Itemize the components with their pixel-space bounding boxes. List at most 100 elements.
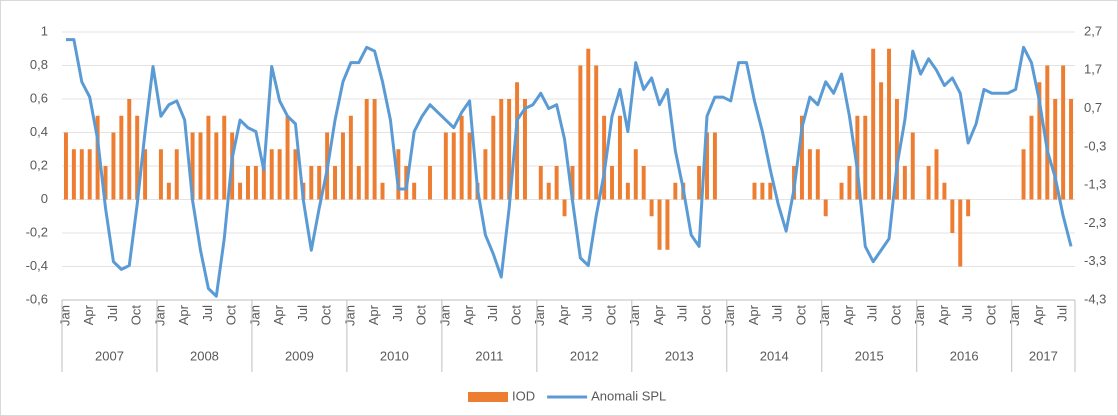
x-tick-label: Oct <box>793 305 808 326</box>
bar <box>71 149 76 200</box>
y2-tick-label: 1,7 <box>1084 62 1102 77</box>
y-tick-label: -0,2 <box>26 224 48 239</box>
bar <box>222 115 227 200</box>
y-tick-label: -0,4 <box>26 258 48 273</box>
bar <box>396 149 401 200</box>
bar <box>594 65 599 200</box>
bar <box>1061 65 1066 200</box>
bar <box>760 182 765 200</box>
y-tick-label: 0 <box>41 191 48 206</box>
bar <box>522 99 527 200</box>
x-tick-label: Oct <box>319 305 334 326</box>
bar <box>214 132 219 200</box>
line <box>65 38 1073 298</box>
x-tick-label: Apr <box>936 304 951 325</box>
y2-tick-label: 0,7 <box>1084 100 1102 115</box>
bar <box>451 132 456 200</box>
bar <box>261 166 266 200</box>
y-tick-label: 0,4 <box>30 124 48 139</box>
bar <box>673 182 678 200</box>
bar <box>166 182 171 200</box>
bar <box>364 99 369 200</box>
x-tick-label: Jan <box>817 305 832 326</box>
bar <box>926 166 931 200</box>
bar <box>198 132 203 200</box>
bar <box>847 166 852 200</box>
bar <box>174 149 179 200</box>
legend-label: Anomali SPL <box>591 388 666 403</box>
bar <box>546 182 551 200</box>
bar <box>768 182 773 200</box>
bar <box>602 115 607 200</box>
y-tick-label: 0,8 <box>30 57 48 72</box>
bar <box>428 166 432 200</box>
bar <box>103 166 108 200</box>
x-tick-label: Oct <box>129 305 144 326</box>
bar <box>1045 65 1050 200</box>
x-tick-label: Apr <box>461 304 476 325</box>
bar <box>246 166 250 200</box>
bar <box>950 199 955 233</box>
y2-tick-label: -2,3 <box>1084 215 1106 230</box>
year-label: 2008 <box>190 348 219 363</box>
bar <box>807 149 812 200</box>
bar <box>63 132 68 200</box>
x-tick-label: Jul <box>105 305 120 322</box>
year-label: 2009 <box>285 348 314 363</box>
bar <box>562 199 567 217</box>
bar <box>887 48 891 200</box>
x-tick-label: Jul <box>580 305 595 322</box>
bar <box>158 149 163 200</box>
bar <box>649 199 654 217</box>
bar <box>863 115 868 200</box>
bar <box>586 48 591 200</box>
year-label: 2012 <box>570 348 599 363</box>
bar <box>1029 115 1034 200</box>
year-label: 2013 <box>665 348 694 363</box>
year-label: 2014 <box>760 348 789 363</box>
bar <box>966 199 971 217</box>
bar <box>277 149 282 200</box>
x-tick-label: Jul <box>295 305 310 322</box>
bar <box>1069 99 1074 200</box>
x-tick-label: Jan <box>247 305 262 326</box>
x-tick-label: Oct <box>983 305 998 326</box>
bar <box>942 182 947 200</box>
year-label: 2010 <box>380 348 409 363</box>
bar <box>894 99 899 200</box>
y2-tick-label: 2,7 <box>1084 23 1102 38</box>
bar <box>127 99 132 200</box>
bar <box>1053 99 1058 200</box>
bar <box>467 132 472 200</box>
y-tick-label: 0,6 <box>30 90 48 105</box>
bar <box>491 115 496 200</box>
year-label: 2011 <box>475 348 503 363</box>
bar <box>443 132 448 200</box>
bar <box>712 132 717 200</box>
x-tick-label: Jan <box>342 305 357 326</box>
bar <box>135 115 140 200</box>
bar <box>879 82 884 200</box>
x-tick-label: Jul <box>770 305 785 322</box>
x-tick-label: Oct <box>888 305 903 326</box>
x-tick-label: Oct <box>698 305 713 326</box>
bar <box>515 82 520 200</box>
y-tick-label: 1 <box>41 23 48 38</box>
bar <box>633 149 638 200</box>
bar <box>570 166 575 200</box>
bar <box>206 115 211 200</box>
bar <box>617 115 622 200</box>
x-tick-label: Apr <box>651 304 666 325</box>
year-label: 2017 <box>1029 348 1058 363</box>
bar <box>111 132 116 200</box>
bar <box>309 166 314 200</box>
x-tick-label: Jan <box>722 305 737 326</box>
bar <box>902 166 907 200</box>
bar <box>705 132 709 200</box>
bar <box>269 149 274 200</box>
x-tick-label: Jul <box>1055 305 1070 322</box>
x-tick-label: Jan <box>152 305 167 326</box>
bar <box>459 115 464 200</box>
bar <box>293 149 298 200</box>
bar <box>799 115 804 200</box>
